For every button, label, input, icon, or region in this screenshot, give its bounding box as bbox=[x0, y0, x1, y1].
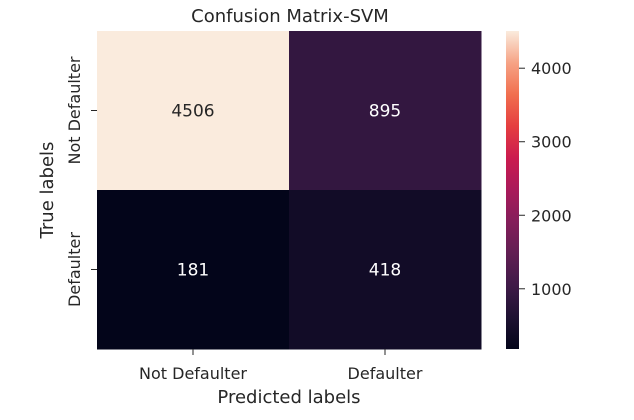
colorbar-tick-label: 3000 bbox=[531, 133, 572, 152]
colorbar-tick-label: 2000 bbox=[531, 206, 572, 225]
heatmap-cell bbox=[97, 31, 290, 191]
x-tick-label: Not Defaulter bbox=[139, 364, 247, 383]
cell-value-label: 181 bbox=[177, 261, 209, 281]
x-axis-label: Predicted labels bbox=[217, 387, 360, 408]
heatmap-cell bbox=[289, 190, 482, 350]
x-axis-ticks: Not Defaulter Defaulter bbox=[139, 349, 423, 383]
y-tick-label: Not Defaulter bbox=[65, 56, 84, 164]
cell-value-label: 418 bbox=[369, 261, 401, 281]
colorbar bbox=[506, 31, 519, 349]
heatmap-cell-labels: 4506 895 181 418 bbox=[171, 102, 401, 281]
colorbar-tick-label: 1000 bbox=[531, 280, 572, 299]
heatmap-cells bbox=[97, 31, 482, 350]
y-axis-label: True labels bbox=[37, 142, 58, 240]
y-axis-ticks: Not Defaulter Defaulter bbox=[65, 56, 97, 307]
y-tick-label: Defaulter bbox=[65, 232, 84, 307]
cell-value-label: 895 bbox=[369, 102, 401, 122]
colorbar-ticks: 1000 2000 3000 4000 bbox=[519, 59, 572, 299]
heatmap-cell bbox=[97, 190, 290, 350]
heatmap-cell bbox=[289, 31, 482, 191]
cell-value-label: 4506 bbox=[171, 102, 214, 122]
x-tick-label: Defaulter bbox=[348, 364, 423, 383]
chart-title: Confusion Matrix-SVM bbox=[191, 6, 389, 27]
colorbar-tick-label: 4000 bbox=[531, 59, 572, 78]
